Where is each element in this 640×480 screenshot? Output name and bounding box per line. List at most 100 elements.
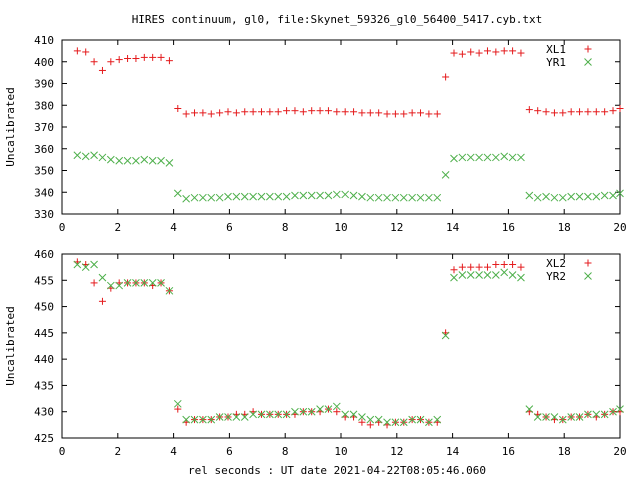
data-point: [542, 192, 550, 201]
data-point: [274, 192, 283, 201]
data-point: [358, 413, 366, 421]
data-point-d2: [558, 193, 567, 202]
y-tick-label: 340: [34, 186, 54, 199]
data-point-d2: [450, 154, 458, 163]
data-point: [358, 418, 366, 426]
data-point: [592, 410, 601, 419]
data-point: [190, 193, 199, 202]
data-point-d2: [341, 410, 350, 419]
data-point: [383, 193, 391, 202]
data-point-d2: [332, 402, 341, 411]
data-point-d2: [266, 192, 274, 201]
data-point: [475, 263, 483, 271]
data-point: [509, 261, 517, 269]
data-point: [425, 110, 433, 118]
data-point: [199, 415, 207, 424]
x-tick-label: 8: [282, 221, 289, 234]
data-point: [174, 105, 182, 113]
data-point: [182, 110, 190, 118]
data-point: [609, 407, 617, 416]
data-point: [90, 260, 98, 269]
data-point-d2: [324, 191, 333, 200]
data-point: [123, 156, 132, 165]
data-point: [450, 266, 458, 274]
data-point-d2: [115, 156, 124, 165]
data-point-d2: [115, 281, 124, 290]
data-point: [232, 109, 240, 117]
data-point: [609, 107, 617, 115]
data-point-d2: [157, 156, 165, 165]
data-point-d2: [73, 151, 82, 160]
data-point: [165, 57, 173, 65]
data-point: [207, 415, 216, 424]
y-tick-label: 460: [34, 248, 54, 261]
data-point: [450, 154, 458, 163]
y-tick-label: 440: [34, 353, 54, 366]
data-point-d2: [282, 192, 291, 201]
data-point: [417, 109, 425, 117]
data-point: [98, 66, 106, 74]
data-point-d2: [132, 156, 140, 165]
data-point: [509, 47, 517, 55]
data-point: [601, 108, 609, 116]
data-point-d2: [240, 413, 249, 421]
data-point: [500, 268, 509, 277]
data-point: [433, 415, 442, 424]
data-point: [416, 415, 425, 424]
data-point: [316, 191, 324, 200]
data-point: [475, 153, 483, 162]
data-point: [400, 110, 408, 118]
y-tick-label: 330: [34, 208, 54, 221]
data-point: [165, 286, 174, 295]
data-point: [525, 106, 533, 114]
data-point: [399, 193, 408, 202]
data-point-d2: [616, 405, 624, 413]
data-point: [475, 49, 483, 57]
data-point-d2: [291, 191, 299, 200]
data-point: [224, 413, 232, 421]
x-tick-label: 8: [282, 445, 289, 458]
data-point-d2: [575, 192, 584, 201]
data-point: [333, 108, 341, 116]
data-point: [215, 413, 224, 421]
data-point-d2: [366, 415, 375, 424]
data-point-d2: [542, 413, 550, 421]
data-point-d2: [282, 410, 291, 419]
data-point: [358, 192, 366, 201]
data-point: [391, 193, 400, 202]
data-point: [559, 109, 567, 117]
data-point-d2: [592, 410, 601, 419]
data-point-d2: [207, 193, 216, 202]
data-point-d2: [132, 279, 140, 287]
data-point: [458, 263, 466, 271]
data-point: [567, 413, 576, 421]
data-point-d2: [341, 190, 350, 199]
data-point-d2: [450, 273, 458, 282]
data-point: [350, 108, 358, 116]
legend-label: XL1: [546, 43, 566, 56]
data-point-d2: [575, 413, 584, 421]
y-tick-label: 400: [34, 56, 54, 69]
data-point: [132, 54, 140, 62]
data-point: [425, 418, 433, 427]
data-point-d2: [491, 153, 500, 162]
legend-marker-d2: [584, 272, 592, 280]
data-point: [533, 193, 542, 202]
data-point: [73, 151, 82, 160]
data-point-d2: [441, 331, 450, 340]
data-point: [282, 410, 291, 419]
data-point: [332, 402, 341, 411]
data-point: [316, 107, 324, 115]
data-point: [584, 192, 592, 201]
data-point: [584, 410, 592, 419]
data-point: [232, 192, 241, 201]
data-point: [82, 48, 90, 56]
data-point: [73, 260, 82, 269]
data-point-d2: [232, 192, 241, 201]
data-point: [266, 108, 274, 116]
x-tick-label: 16: [502, 445, 515, 458]
data-point-d2: [98, 273, 107, 282]
data-point: [349, 410, 358, 419]
data-point-d2: [173, 189, 182, 198]
